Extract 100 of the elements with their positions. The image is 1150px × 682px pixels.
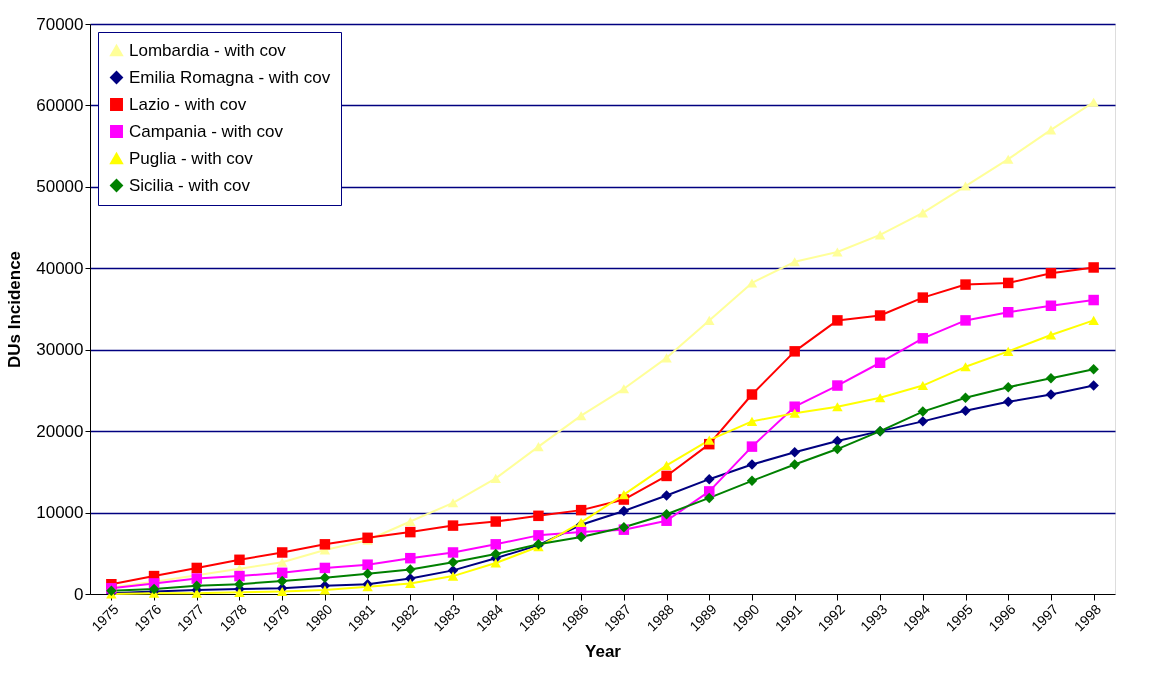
point (319, 562, 331, 574)
point (1088, 315, 1099, 325)
point (1045, 389, 1057, 400)
point (490, 539, 501, 550)
point (276, 547, 288, 558)
point (575, 517, 587, 527)
point (789, 447, 800, 458)
point (447, 547, 459, 558)
point (917, 333, 929, 344)
y-tick-label: 20000 (36, 421, 84, 441)
point (405, 516, 416, 527)
point (874, 310, 886, 321)
y-tick-label: 40000 (36, 258, 84, 278)
point (960, 362, 971, 372)
point (191, 562, 203, 574)
point (276, 587, 288, 597)
point (661, 353, 672, 363)
x-axis-title: Year (585, 642, 622, 662)
point (405, 552, 416, 564)
point (746, 278, 758, 288)
point (789, 408, 800, 418)
point (661, 508, 672, 520)
point (490, 558, 501, 568)
point (789, 459, 800, 470)
point (1088, 262, 1099, 273)
y-tick-label: 30000 (36, 340, 84, 360)
point (960, 315, 971, 326)
point (447, 520, 459, 531)
point (746, 459, 758, 470)
point (1088, 97, 1099, 107)
point (746, 389, 758, 400)
point (490, 516, 501, 527)
point (1002, 346, 1014, 356)
point (832, 247, 843, 257)
point (533, 530, 544, 541)
point (490, 473, 501, 483)
point (789, 346, 800, 357)
point (447, 571, 459, 581)
point (1045, 300, 1057, 311)
point (533, 442, 544, 452)
point (746, 475, 758, 487)
point (1088, 380, 1099, 391)
point (1088, 294, 1099, 306)
point (490, 548, 501, 560)
point (234, 554, 245, 566)
point (575, 411, 587, 421)
point (319, 539, 331, 550)
y-tick-label: 0 (74, 584, 84, 604)
point (704, 315, 715, 325)
y-tick-label: 10000 (36, 503, 84, 523)
point (832, 402, 843, 412)
legend-label: Puglia - with cov (129, 148, 254, 168)
y-tick-label: 60000 (36, 95, 84, 115)
legend-label: Emilia Romagna - with cov (129, 67, 331, 87)
point (960, 405, 971, 417)
point (874, 230, 886, 240)
y-tick-label: 70000 (36, 14, 84, 34)
point (832, 380, 843, 391)
point (1002, 381, 1014, 393)
point (874, 393, 886, 403)
point (447, 498, 459, 508)
point (704, 492, 715, 504)
point (1002, 307, 1014, 318)
point (276, 575, 288, 587)
point (1088, 364, 1099, 375)
point (746, 441, 758, 452)
point (362, 559, 373, 570)
point (319, 572, 331, 583)
point (234, 570, 245, 582)
legend-label: Sicilia - with cov (129, 175, 251, 195)
point (191, 580, 203, 592)
point (234, 587, 245, 597)
point (960, 181, 971, 191)
point (661, 460, 672, 470)
point (704, 473, 715, 485)
point (319, 585, 331, 595)
point (1045, 267, 1057, 279)
point (1045, 330, 1057, 340)
point (661, 490, 672, 501)
point (618, 505, 630, 517)
legend-label: Lombardia - with cov (129, 40, 287, 60)
point (661, 470, 672, 482)
point (832, 315, 843, 326)
point (405, 578, 416, 588)
point (832, 443, 843, 455)
point (1002, 396, 1014, 408)
point (960, 279, 971, 290)
point (405, 564, 416, 575)
point (362, 568, 373, 579)
y-tick-label: 50000 (36, 177, 84, 197)
point (533, 510, 544, 522)
point (575, 531, 587, 543)
point (917, 406, 929, 417)
point (618, 384, 630, 394)
point (575, 504, 587, 516)
point (789, 257, 800, 267)
point (960, 392, 971, 403)
point (405, 526, 416, 538)
point (276, 557, 288, 567)
point (917, 292, 929, 303)
